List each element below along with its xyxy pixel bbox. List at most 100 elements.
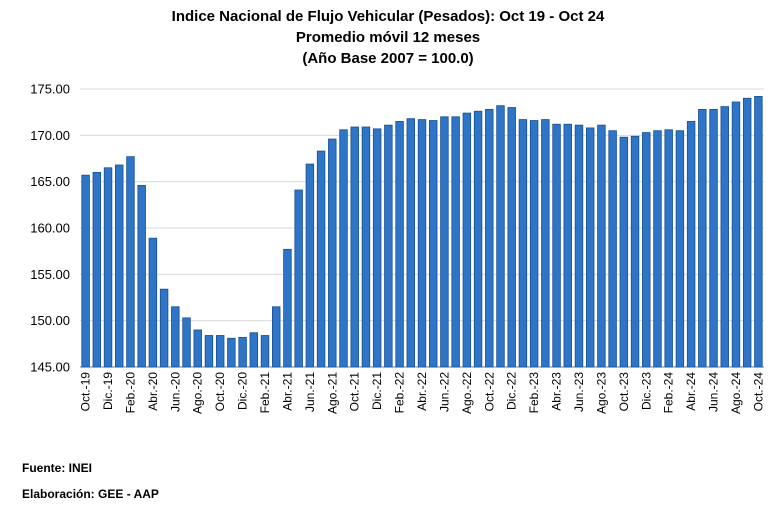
x-tick-label: Oct.-21 (348, 372, 362, 412)
bar (204, 335, 214, 368)
bar (294, 189, 303, 368)
y-tick-label: 155.00 (30, 267, 70, 282)
bar (417, 119, 427, 368)
chart-title-block: Indice Nacional de Flujo Vehicular (Pesa… (0, 6, 776, 69)
bar (384, 124, 393, 368)
bar (137, 184, 146, 368)
y-tick-label: 165.00 (30, 174, 70, 189)
bar (429, 120, 438, 368)
x-tick-label: Dic.-20 (236, 372, 250, 410)
bar (541, 119, 550, 368)
y-tick-label: 175.00 (30, 82, 70, 97)
bar (316, 150, 326, 368)
bar (552, 123, 561, 368)
x-tick-label: Oct.-20 (213, 372, 227, 412)
bar (529, 120, 539, 368)
bar (148, 237, 158, 368)
bar (440, 116, 449, 368)
x-tick-label: Oct.-24 (751, 372, 765, 412)
bar (731, 101, 741, 368)
bar (518, 119, 528, 368)
bar (675, 130, 685, 368)
bar (126, 156, 135, 368)
bar (339, 129, 348, 368)
bar (642, 132, 651, 368)
chart-base-note: (Año Base 2007 = 100.0) (302, 50, 474, 67)
x-tick-label: Jun.-20 (168, 372, 182, 412)
footer-source: Fuente: INEI (22, 461, 93, 475)
x-tick-label: Ago.-23 (594, 372, 608, 414)
bar (742, 97, 752, 368)
bar (171, 306, 180, 368)
bar (272, 306, 281, 368)
x-tick-label: Jun.-21 (303, 372, 317, 412)
bar (754, 96, 763, 368)
bar (328, 138, 337, 368)
bar (305, 163, 315, 368)
bar (227, 337, 236, 368)
x-tick-label: Ago.-21 (325, 372, 339, 414)
y-tick-label: 170.00 (30, 128, 70, 143)
bar (619, 136, 629, 368)
x-tick-label: Feb.-20 (123, 372, 137, 414)
bar (350, 126, 359, 368)
bar (574, 124, 584, 368)
bar (720, 106, 729, 368)
x-tick-label: Oct.-22 (482, 372, 496, 412)
bar (372, 128, 382, 368)
x-tick-label: Ago.-24 (729, 372, 743, 414)
bar (563, 123, 572, 368)
bar (115, 164, 124, 368)
x-tick-label: Dic.-19 (101, 372, 115, 410)
bar (698, 108, 707, 368)
bar (507, 107, 516, 368)
footer-credit: Elaboración: GEE - AAP (22, 487, 159, 501)
bar (361, 126, 371, 368)
x-tick-label: Dic.-21 (370, 372, 384, 410)
x-tick-label: Jun.-22 (437, 372, 451, 412)
x-tick-label: Abr.-20 (146, 372, 160, 411)
bar (709, 108, 718, 368)
bar (406, 118, 415, 368)
bar (485, 108, 494, 368)
bar (193, 329, 202, 368)
chart-subtitle: Promedio móvil 12 meses (295, 29, 481, 46)
bar (395, 121, 404, 368)
x-tick-label: Jun.-23 (572, 372, 586, 412)
x-tick-label: Dic.-22 (505, 372, 519, 410)
bar (249, 332, 259, 368)
x-tick-label: Abr.-22 (415, 372, 429, 411)
y-tick-label: 150.00 (30, 313, 70, 328)
x-tick-label: Oct.-19 (79, 372, 93, 412)
y-tick-label: 145.00 (30, 360, 70, 375)
bar (496, 105, 505, 368)
bar (462, 112, 472, 368)
bar (238, 336, 247, 368)
x-tick-label: Dic.-23 (639, 372, 653, 410)
bar (103, 167, 113, 368)
x-tick-label: Feb.-23 (527, 372, 541, 414)
x-tick-label: Abr.-24 (684, 372, 698, 411)
bar (653, 130, 662, 368)
bar (608, 130, 617, 368)
x-tick-label: Abr.-21 (280, 372, 294, 411)
x-tick-label: Jun.-24 (707, 372, 721, 412)
bar (597, 124, 606, 368)
y-tick-label: 160.00 (30, 221, 70, 236)
bar (92, 171, 102, 368)
bar (81, 174, 90, 368)
bar (630, 135, 640, 368)
bar (451, 116, 460, 368)
x-tick-label: Oct.-23 (617, 372, 631, 412)
bar (585, 127, 595, 368)
bar (159, 288, 169, 368)
bar (260, 335, 270, 368)
x-tick-label: Feb.-21 (258, 372, 272, 414)
chart-title: Indice Nacional de Flujo Vehicular (Pesa… (171, 8, 605, 25)
bar (686, 121, 696, 368)
bar (215, 335, 225, 368)
bar (283, 248, 292, 368)
bar (664, 129, 673, 368)
bar (473, 110, 483, 368)
